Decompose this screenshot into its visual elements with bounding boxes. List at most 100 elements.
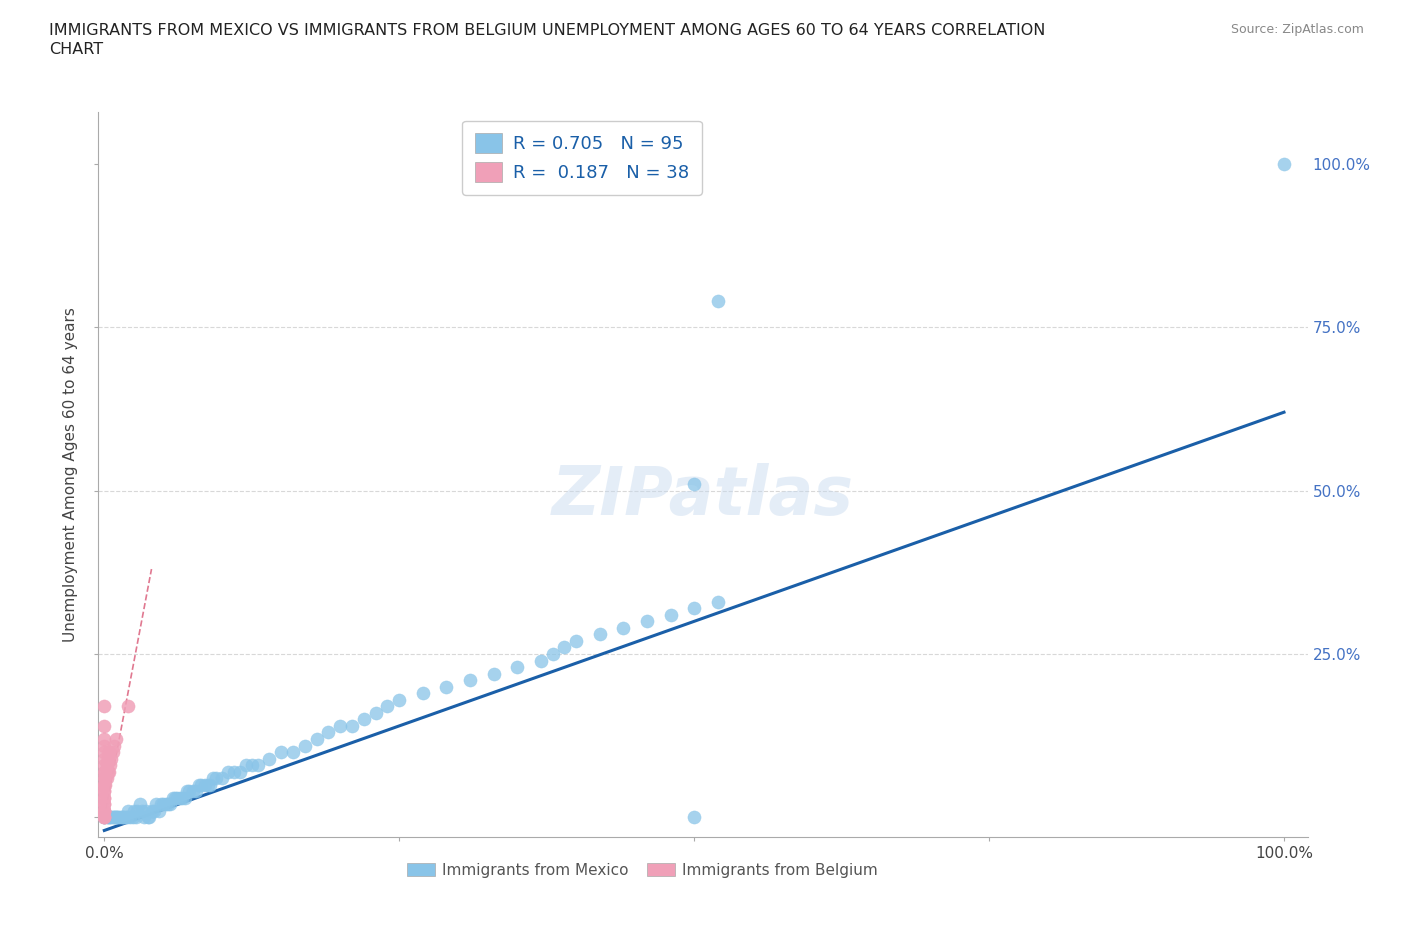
Point [172, 790, 194, 805]
Point [93, 738, 115, 753]
Point [98, 810, 121, 825]
Point [97, 751, 120, 766]
Point [636, 614, 658, 629]
Point [111, 810, 134, 825]
Point [683, 601, 706, 616]
Point [259, 751, 281, 766]
Point [541, 646, 564, 661]
Point [93, 784, 115, 799]
Point [200, 777, 222, 792]
Point [506, 659, 529, 674]
Point [229, 764, 252, 779]
Point [235, 758, 257, 773]
Point [93, 777, 115, 792]
Point [134, 810, 156, 825]
Point [93, 790, 115, 805]
Point [105, 810, 128, 825]
Point [217, 764, 239, 779]
Point [706, 594, 728, 609]
Point [125, 810, 148, 825]
Point [530, 653, 553, 668]
Point [329, 719, 352, 734]
Point [155, 797, 177, 812]
Point [353, 712, 375, 727]
Text: Source: ZipAtlas.com: Source: ZipAtlas.com [1230, 23, 1364, 36]
Point [93, 810, 115, 825]
Point [138, 810, 160, 825]
Point [93, 810, 115, 825]
Point [165, 790, 187, 805]
Point [127, 804, 149, 818]
Point [105, 732, 128, 747]
Point [93, 758, 115, 773]
Point [120, 810, 142, 825]
Point [159, 797, 181, 812]
Point [176, 784, 198, 799]
Point [100, 810, 122, 825]
Point [190, 777, 212, 792]
Point [108, 810, 131, 825]
Point [100, 751, 122, 766]
Point [612, 620, 634, 635]
Point [128, 797, 150, 812]
Point [412, 685, 434, 700]
Point [205, 771, 228, 786]
Point [121, 810, 143, 825]
Point [103, 810, 125, 825]
Point [105, 810, 128, 825]
Point [94, 777, 117, 792]
Point [305, 732, 328, 747]
Point [149, 797, 172, 812]
Point [187, 777, 209, 792]
Point [93, 810, 115, 825]
Point [93, 797, 115, 812]
Point [93, 790, 115, 805]
Point [93, 698, 115, 713]
Point [93, 804, 115, 818]
Point [166, 790, 188, 805]
Point [112, 810, 135, 825]
Point [96, 810, 118, 825]
Point [377, 698, 399, 713]
Point [148, 804, 170, 818]
Point [96, 771, 118, 786]
Point [101, 745, 124, 760]
Point [388, 692, 411, 707]
Point [115, 810, 138, 825]
Point [93, 777, 115, 792]
Point [706, 294, 728, 309]
Point [186, 784, 208, 799]
Point [103, 738, 125, 753]
Point [122, 804, 145, 818]
Point [131, 804, 153, 818]
Point [96, 758, 118, 773]
Point [93, 797, 115, 812]
Point [114, 810, 136, 825]
Point [98, 758, 121, 773]
Point [246, 758, 269, 773]
Point [97, 810, 120, 825]
Point [240, 758, 263, 773]
Point [197, 777, 219, 792]
Point [93, 810, 115, 825]
Point [142, 804, 165, 818]
Point [93, 810, 115, 825]
Point [181, 784, 204, 799]
Text: CHART: CHART [49, 42, 103, 57]
Point [117, 698, 139, 713]
Point [93, 751, 115, 766]
Point [98, 745, 121, 760]
Point [107, 810, 129, 825]
Y-axis label: Unemployment Among Ages 60 to 64 years: Unemployment Among Ages 60 to 64 years [63, 307, 79, 642]
Legend: Immigrants from Mexico, Immigrants from Belgium: Immigrants from Mexico, Immigrants from … [401, 857, 884, 884]
Point [104, 810, 127, 825]
Point [117, 804, 139, 818]
Point [211, 771, 233, 786]
Point [270, 745, 292, 760]
Point [162, 790, 184, 805]
Point [93, 784, 115, 799]
Point [93, 745, 115, 760]
Point [112, 810, 135, 825]
Point [683, 810, 706, 825]
Point [458, 672, 481, 687]
